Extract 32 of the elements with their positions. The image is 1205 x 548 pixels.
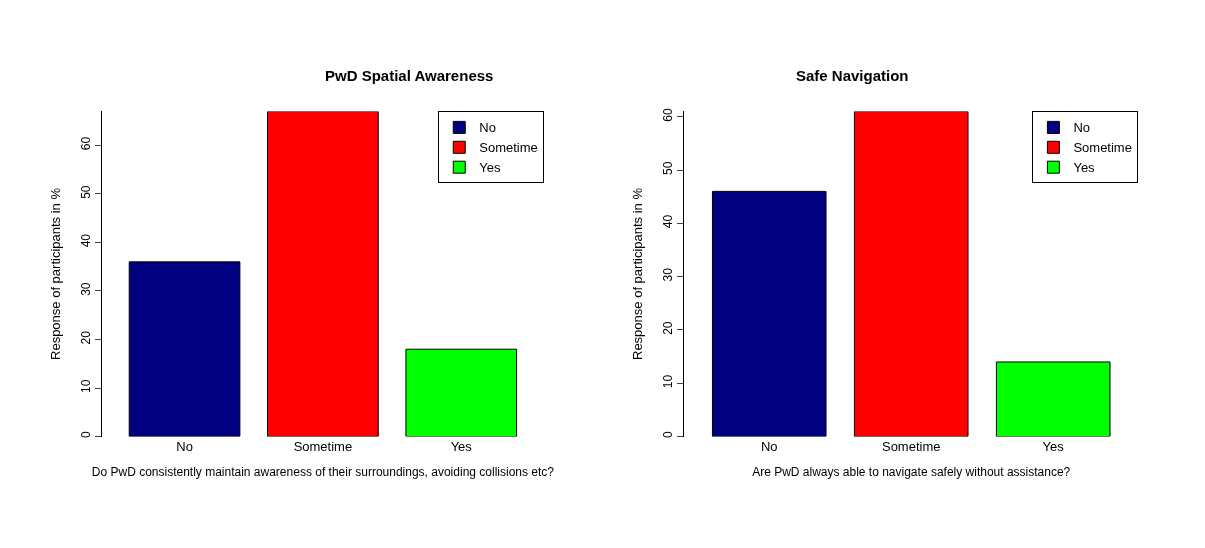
legend-label: No [479,120,496,136]
y-tick-label: 30 [661,267,676,282]
x-axis-title: Are PwD always able to navigate safely without assistance? [752,465,1071,480]
x-axis-title: Do PwD consistently maintain awareness of their surroundings, avoiding collisions etc? [91,465,555,480]
x-tick-label: No [176,438,193,454]
legend-label: No [1073,120,1091,136]
y-axis-title: Response of participants in % [47,187,63,360]
x-tick-label: No [760,438,778,454]
x-tick-label: Sometime [881,438,941,454]
legend-label: Sometime [1073,140,1132,156]
y-tick-label: 60 [78,136,93,151]
legend-label: Sometime [479,140,538,156]
y-tick-label: 0 [78,431,93,439]
y-tick-label: 20 [78,330,93,345]
y-tick-label: 50 [661,161,676,175]
y-tick-label: 10 [661,374,676,389]
x-tick-label: Yes [450,438,473,454]
y-tick-label: 10 [78,379,93,393]
y-axis-title: Response of participants in % [630,187,646,360]
y-tick-label: 40 [78,233,93,248]
y-tick-label: 40 [661,214,676,229]
x-tick-label: Sometime [293,438,353,454]
y-tick-label: 30 [78,282,93,296]
chart-title: Safe Navigation [796,67,909,84]
y-tick-label: 0 [661,431,676,439]
y-tick-label: 20 [661,321,676,335]
y-tick-label: 50 [78,185,93,199]
y-tick-label: 60 [661,107,676,122]
legend-label: Yes [1073,160,1096,176]
x-tick-label: Yes [1042,438,1065,454]
legend-label: Yes [479,160,501,176]
chart-title: PwD Spatial Awareness [325,67,494,84]
